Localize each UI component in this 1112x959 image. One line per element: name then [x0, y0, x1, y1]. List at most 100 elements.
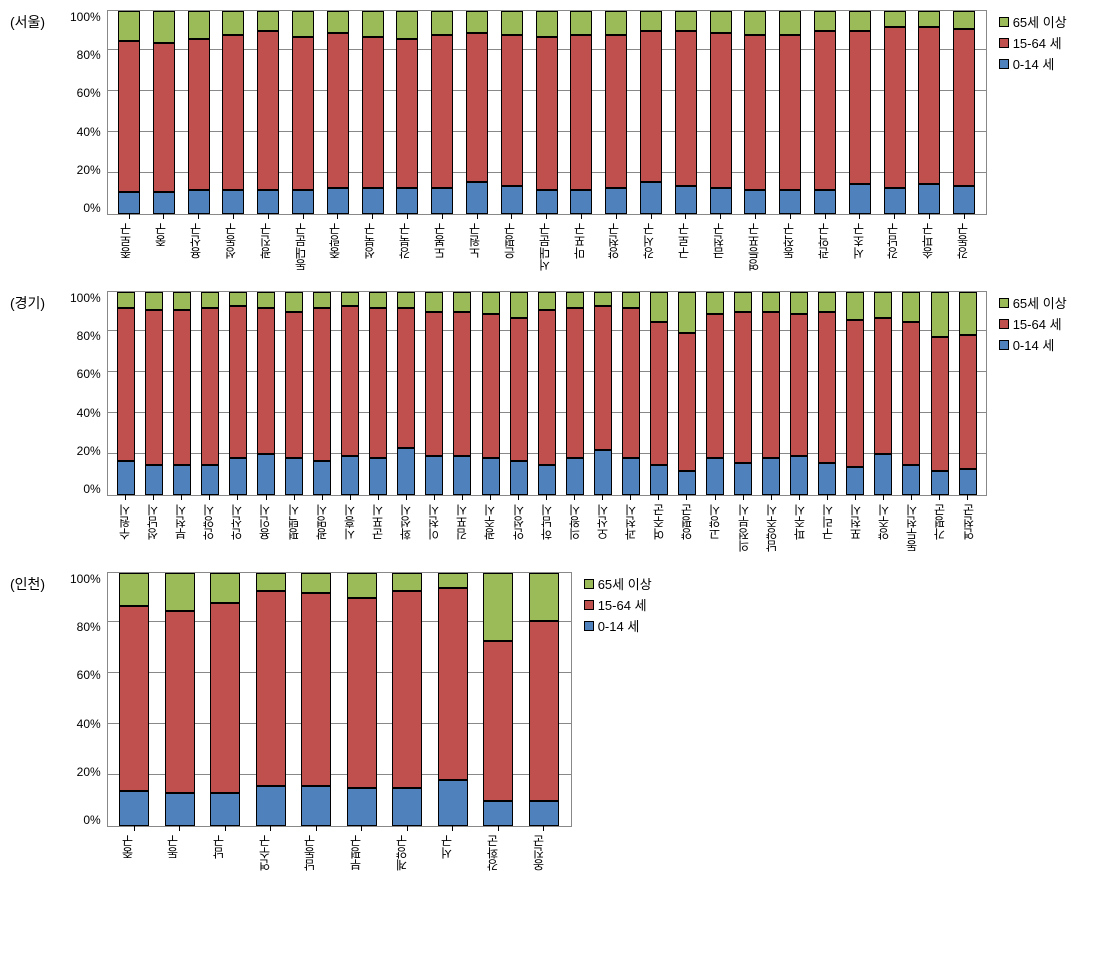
x-label: 연수구 — [256, 835, 286, 871]
legend-swatch — [999, 38, 1009, 48]
x-label: 부평구 — [347, 835, 377, 871]
stacked-bar — [931, 292, 949, 495]
y-tick-label: 20% — [77, 444, 101, 458]
stacked-bar — [145, 292, 163, 495]
legend-label: 0-14 세 — [1013, 54, 1055, 73]
plot-wrap: 종로구중구용산구성동구광진구동대문구중랑구성북구강북구도봉구노원구은평구서대문구… — [107, 10, 987, 271]
segment-0-14 — [229, 458, 247, 495]
x-label: 김포시 — [453, 504, 471, 552]
x-tick — [967, 495, 968, 500]
segment-15-64 — [650, 322, 668, 464]
x-tick — [350, 495, 351, 500]
segment-65plus — [362, 11, 384, 37]
segment-65plus — [438, 573, 468, 588]
x-label: 관악구 — [815, 223, 837, 271]
legend: 65세 이상15-64 세0-14 세 — [987, 10, 1067, 75]
stacked-bar — [849, 11, 871, 214]
segment-0-14 — [397, 448, 415, 495]
segment-65plus — [675, 11, 697, 31]
segment-0-14 — [529, 801, 559, 826]
x-tick — [233, 214, 234, 219]
segment-0-14 — [734, 463, 752, 495]
segment-0-14 — [594, 450, 612, 495]
x-labels: 수원시성남시부천시안양시안산시용인시평택시광명시시흥시군포시화성시이천시김포시광… — [107, 504, 987, 552]
segment-0-14 — [285, 458, 303, 495]
segment-15-64 — [327, 33, 349, 187]
legend-swatch — [584, 600, 594, 610]
x-label: 파주시 — [791, 504, 809, 552]
x-label: 서대문구 — [536, 223, 558, 271]
x-ticks — [108, 826, 571, 831]
x-tick — [743, 495, 744, 500]
x-label: 노원구 — [466, 223, 488, 271]
segment-0-14 — [482, 458, 500, 495]
x-label: 안성시 — [510, 504, 528, 552]
segment-0-14 — [884, 188, 906, 214]
x-tick — [543, 826, 544, 831]
x-tick — [452, 826, 453, 831]
x-label: 이천시 — [425, 504, 443, 552]
segment-15-64 — [369, 308, 387, 458]
chart-block: (서울)100%80%60%40%20%0%종로구중구용산구성동구광진구동대문구… — [10, 10, 1102, 271]
x-label: 광명시 — [313, 504, 331, 552]
segment-65plus — [650, 292, 668, 322]
x-label: 서초구 — [850, 223, 872, 271]
stacked-bar — [285, 292, 303, 495]
segment-15-64 — [188, 39, 210, 189]
segment-65plus — [145, 292, 163, 310]
stacked-bar — [536, 11, 558, 214]
segment-15-64 — [566, 308, 584, 458]
segment-0-14 — [650, 465, 668, 495]
x-tick — [855, 495, 856, 500]
legend-label: 65세 이상 — [1013, 12, 1067, 31]
stacked-bar — [675, 11, 697, 214]
segment-0-14 — [327, 188, 349, 214]
segment-65plus — [327, 11, 349, 33]
x-label: 중구 — [152, 223, 174, 271]
segment-15-64 — [313, 308, 331, 460]
x-tick — [630, 495, 631, 500]
x-label: 동두천시 — [903, 504, 921, 552]
segment-0-14 — [201, 465, 219, 495]
stacked-bar — [438, 573, 468, 826]
segment-15-64 — [884, 27, 906, 187]
stacked-bar — [953, 11, 975, 214]
x-tick — [361, 826, 362, 831]
x-label: 광진구 — [257, 223, 279, 271]
segment-0-14 — [466, 182, 488, 214]
x-tick — [209, 495, 210, 500]
segment-65plus — [874, 292, 892, 318]
x-label: 마포구 — [571, 223, 593, 271]
x-tick — [407, 214, 408, 219]
x-label: 남양주시 — [763, 504, 781, 552]
legend-label: 15-64 세 — [1013, 314, 1062, 333]
segment-15-64 — [341, 306, 359, 456]
x-tick — [129, 214, 130, 219]
stacked-bar — [710, 11, 732, 214]
segment-65plus — [622, 292, 640, 308]
segment-65plus — [706, 292, 724, 314]
stacked-bar — [153, 11, 175, 214]
segment-15-64 — [425, 312, 443, 456]
x-label: 성북구 — [361, 223, 383, 271]
segment-65plus — [229, 292, 247, 306]
segment-65plus — [510, 292, 528, 318]
segment-15-64 — [453, 312, 471, 456]
chart-row: (인천)100%80%60%40%20%0%중구동구남구연수구남동구부평구계양구… — [10, 572, 1102, 871]
segment-0-14 — [818, 463, 836, 495]
x-label: 안양시 — [200, 504, 218, 552]
legend-swatch — [584, 579, 594, 589]
segment-0-14 — [257, 190, 279, 214]
x-tick — [268, 214, 269, 219]
plot-area — [107, 10, 987, 215]
segment-0-14 — [640, 182, 662, 214]
segment-15-64 — [229, 306, 247, 458]
stacked-bar — [257, 292, 275, 495]
stacked-bar — [397, 292, 415, 495]
segment-0-14 — [165, 793, 195, 826]
segment-0-14 — [536, 190, 558, 214]
x-label: 수원시 — [116, 504, 134, 552]
stacked-bar — [466, 11, 488, 214]
segment-15-64 — [846, 320, 864, 466]
segment-15-64 — [818, 312, 836, 462]
